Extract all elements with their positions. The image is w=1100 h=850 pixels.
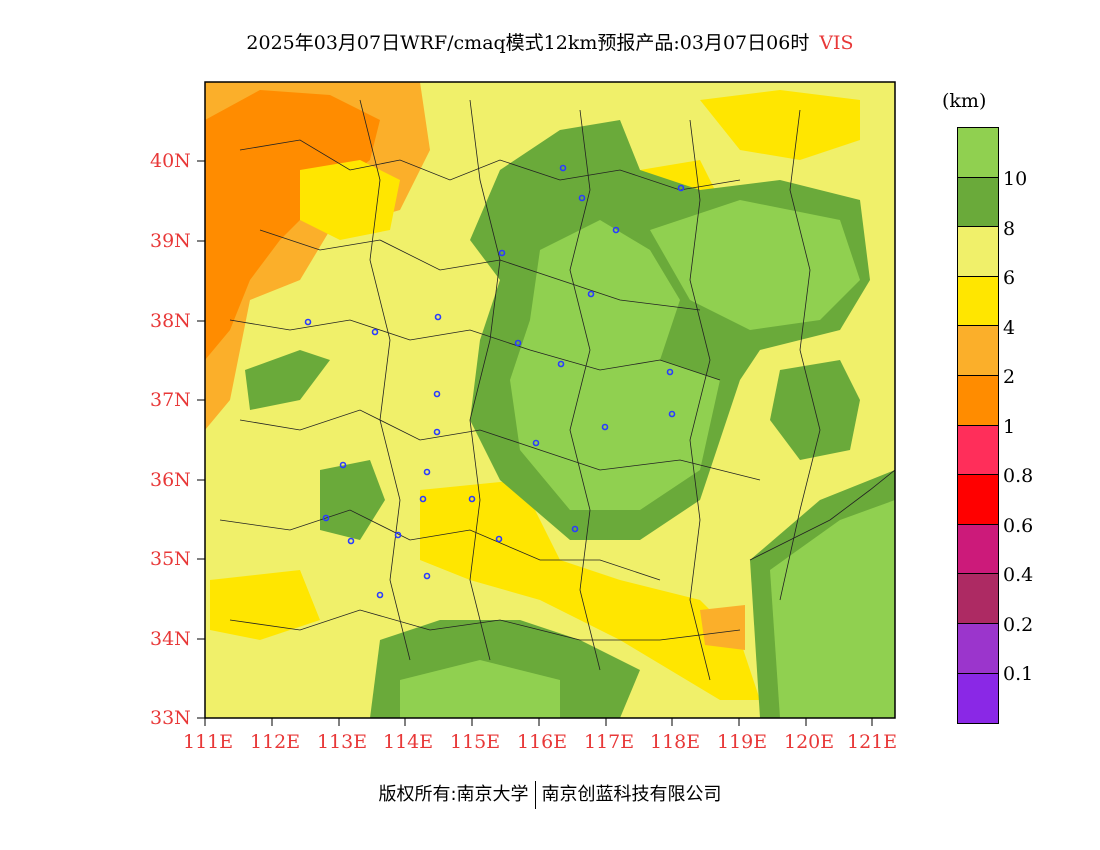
colorbar-label: 0.8	[1003, 465, 1034, 487]
field-4-6km-southwest	[210, 570, 320, 640]
x-tick-113E: 113E	[317, 731, 368, 753]
city-marker	[423, 572, 431, 580]
colorbar-bin	[957, 127, 999, 178]
city-marker	[433, 390, 441, 398]
city-marker	[578, 194, 586, 202]
x-tick-115E: 115E	[450, 731, 501, 753]
x-tick-111E: 111E	[183, 731, 234, 753]
field-8-10km-west	[320, 460, 385, 540]
city-marker	[468, 495, 476, 503]
city-marker	[666, 368, 674, 376]
field-gt10km-south	[400, 660, 560, 718]
colorbar-bin	[957, 474, 999, 525]
colorbar-unit: (km)	[942, 90, 987, 112]
city-marker	[423, 468, 431, 476]
y-tick-40N: 40N	[150, 150, 191, 172]
x-tick-119E: 119E	[717, 731, 768, 753]
city-marker	[394, 531, 402, 539]
colorbar-bin	[957, 275, 999, 327]
colorbar-bin	[957, 325, 999, 376]
map-field	[205, 82, 895, 718]
copyright-left: 版权所有:南京大学	[378, 784, 529, 805]
city-marker	[419, 495, 427, 503]
colorbar-label: 0.6	[1003, 515, 1034, 537]
x-tick-120E: 120E	[784, 731, 835, 753]
city-marker	[371, 328, 379, 336]
city-marker	[532, 439, 540, 447]
colorbar-bin	[957, 226, 999, 277]
y-tick-34N: 34N	[150, 628, 191, 650]
field-4-6km-northeast	[700, 90, 860, 160]
city-marker	[304, 318, 312, 326]
x-tick-118E: 118E	[650, 731, 701, 753]
colorbar-label: 0.1	[1003, 663, 1034, 685]
title-variable: VIS	[819, 32, 854, 54]
title-main: 2025年03月07日WRF/cmaq模式12km预报产品:03月07日06时	[246, 32, 810, 54]
colorbar-bin	[957, 623, 999, 674]
field-4-6km-south	[420, 480, 760, 700]
city-marker	[668, 410, 676, 418]
city-marker	[559, 164, 567, 172]
colorbar-label: 6	[1003, 267, 1016, 289]
colorbar-bin	[957, 176, 999, 228]
colorbar-bin	[957, 523, 999, 575]
axis-ticks	[197, 160, 873, 726]
field-1-2km-northwest	[205, 90, 380, 360]
city-marker	[601, 423, 609, 431]
colorbar-bin	[957, 573, 999, 624]
colorbar-label: 2	[1003, 366, 1016, 388]
city-marker	[514, 339, 522, 347]
city-marker	[495, 535, 503, 543]
city-markers	[304, 164, 685, 599]
colorbar-label: 0.2	[1003, 614, 1034, 636]
x-tick-121E: 121E	[847, 731, 898, 753]
field-8-10km-west2	[245, 350, 330, 410]
x-tick-114E: 114E	[383, 731, 434, 753]
field-2-4km-southeast	[700, 605, 745, 650]
y-tick-36N: 36N	[150, 469, 191, 491]
city-marker	[612, 226, 620, 234]
footer-separator	[534, 781, 536, 809]
y-tick-38N: 38N	[150, 310, 191, 332]
colorbar-bin	[957, 375, 999, 426]
x-tick-117E: 117E	[584, 731, 635, 753]
colorbar-label: 4	[1003, 317, 1016, 339]
colorbar-label: 10	[1003, 168, 1028, 190]
city-marker	[339, 461, 347, 469]
colorbar-label: 8	[1003, 218, 1016, 240]
colorbar-bin	[957, 424, 999, 476]
x-tick-116E: 116E	[517, 731, 568, 753]
map-title: 2025年03月07日WRF/cmaq模式12km预报产品:03月07日06时 V…	[0, 28, 1100, 55]
y-tick-33N: 33N	[150, 707, 191, 729]
y-tick-39N: 39N	[150, 230, 191, 252]
city-marker	[433, 428, 441, 436]
city-marker	[677, 184, 685, 192]
y-tick-37N: 37N	[150, 389, 191, 411]
city-marker	[347, 537, 355, 545]
city-marker	[376, 591, 384, 599]
city-marker	[571, 525, 579, 533]
x-tick-112E: 112E	[250, 731, 301, 753]
field-gt10km-northeast	[650, 200, 860, 330]
city-marker	[498, 249, 506, 257]
admin-boundaries	[219, 99, 895, 681]
city-marker	[322, 514, 330, 522]
y-tick-35N: 35N	[150, 548, 191, 570]
colorbar-label: 0.4	[1003, 564, 1034, 586]
city-marker	[557, 360, 565, 368]
field-gt10km-core	[510, 220, 720, 510]
city-marker	[587, 290, 595, 298]
colorbar-label: 1	[1003, 416, 1016, 438]
copyright-footer: 版权所有:南京大学 南京创蓝科技有限公司	[0, 780, 1100, 809]
copyright-right: 南京创蓝科技有限公司	[541, 784, 722, 805]
field-gt10km-sea	[770, 500, 895, 718]
colorbar-bin	[957, 672, 999, 725]
city-marker	[434, 313, 442, 321]
